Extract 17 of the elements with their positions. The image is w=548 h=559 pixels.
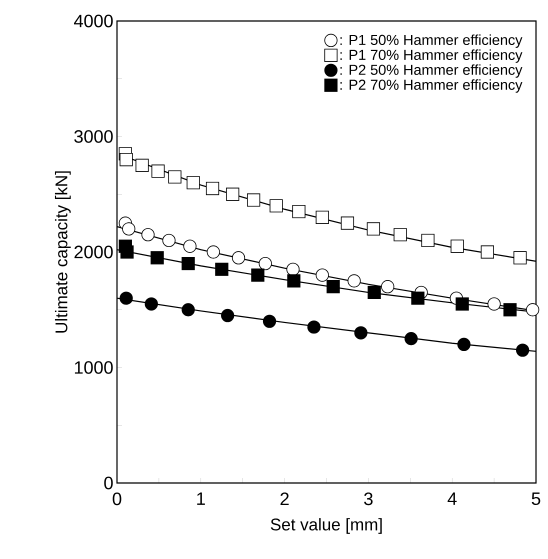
x-tick-label: 1	[197, 492, 205, 505]
x-tick-label: 3	[364, 492, 373, 506]
y-axis-title: Ultimate capacity [kN]	[54, 171, 71, 333]
x-tick-label: 0	[112, 492, 122, 506]
y-tick-label: 3000	[74, 130, 113, 143]
y-tick-label: 4000	[74, 14, 113, 28]
legend-label: : P1 50% Hammer efficiency	[340, 34, 522, 48]
y-tick-label: 0	[104, 476, 113, 490]
y-tick-label: 1000	[74, 361, 113, 374]
legend-label: : P2 50% Hammer efficiency	[340, 64, 522, 78]
legend-label: : P2 70% Hammer efficiency	[340, 79, 522, 93]
legend-label: : P1 70% Hammer efficiency	[340, 49, 522, 63]
x-tick-label: 5	[532, 492, 540, 506]
y-tick-label: 2000	[74, 246, 113, 258]
x-tick-label: 2	[280, 492, 289, 506]
x-tick-label: 4	[448, 492, 457, 505]
x-axis-title: Set value [mm]	[270, 518, 382, 534]
